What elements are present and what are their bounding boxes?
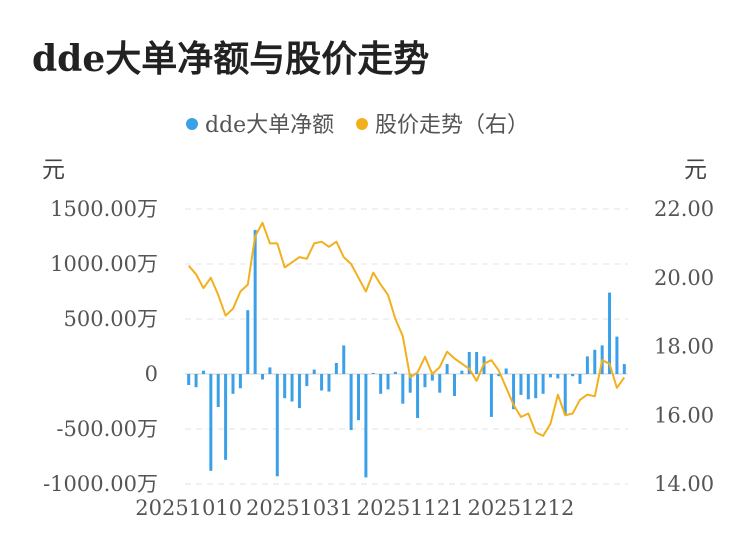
bar[interactable] xyxy=(268,367,272,374)
right-tick-label: 20.00 xyxy=(654,266,714,290)
bar[interactable] xyxy=(438,374,442,393)
bar[interactable] xyxy=(209,374,213,471)
bar[interactable] xyxy=(467,352,471,374)
bar[interactable] xyxy=(349,374,353,431)
legend-label-price: 股价走势（右） xyxy=(375,113,529,138)
bar[interactable] xyxy=(357,374,361,421)
bar[interactable] xyxy=(305,374,309,387)
bar[interactable] xyxy=(475,352,479,374)
bar[interactable] xyxy=(615,336,619,374)
bar[interactable] xyxy=(224,374,228,460)
bar[interactable] xyxy=(497,374,501,377)
right-tick-label: 14.00 xyxy=(654,472,714,496)
bar[interactable] xyxy=(423,374,427,388)
line-series xyxy=(187,221,626,437)
bar[interactable] xyxy=(238,374,242,389)
bar[interactable] xyxy=(416,374,420,418)
bar[interactable] xyxy=(275,374,279,477)
bar[interactable] xyxy=(253,229,257,374)
right-axis-unit: 元 xyxy=(684,157,707,183)
bar[interactable] xyxy=(548,374,552,378)
bar[interactable] xyxy=(216,374,220,407)
x-tick-label: 20251010 xyxy=(135,496,242,520)
bar[interactable] xyxy=(283,374,287,399)
x-tick-label: 20251121 xyxy=(357,496,464,520)
left-axis-ticks: -1000.00万 -500.00万 0 500.00万 1000.00万 1500.00… xyxy=(43,197,158,496)
bar[interactable] xyxy=(246,310,250,374)
bar[interactable] xyxy=(593,349,597,374)
bar[interactable] xyxy=(563,374,567,415)
left-axis-unit: 元 xyxy=(42,157,65,183)
bar[interactable] xyxy=(386,374,390,390)
bar[interactable] xyxy=(460,370,464,374)
left-tick-label: 1000.00万 xyxy=(50,252,158,276)
bar[interactable] xyxy=(526,374,530,400)
bar[interactable] xyxy=(327,374,331,392)
legend-marker-price xyxy=(356,118,368,130)
left-tick-label: 500.00万 xyxy=(64,307,158,331)
bar[interactable] xyxy=(364,374,368,478)
left-tick-label: 0 xyxy=(145,362,158,386)
bar[interactable] xyxy=(608,292,612,374)
bar[interactable] xyxy=(401,374,405,404)
left-tick-label: -500.00万 xyxy=(56,417,158,441)
bar[interactable] xyxy=(571,374,575,377)
bar[interactable] xyxy=(622,364,626,374)
bar[interactable] xyxy=(312,369,316,374)
bar[interactable] xyxy=(445,364,449,374)
bar[interactable] xyxy=(320,374,324,391)
legend: dde大单净额 股价走势（右） xyxy=(186,113,529,138)
bar[interactable] xyxy=(556,374,560,379)
right-tick-label: 18.00 xyxy=(654,335,714,359)
bar[interactable] xyxy=(541,374,545,394)
right-axis-ticks: 14.00 16.00 18.00 20.00 22.00 xyxy=(654,197,714,496)
price-line[interactable] xyxy=(187,221,626,437)
bar[interactable] xyxy=(519,374,523,395)
x-tick-label: 20251212 xyxy=(467,496,574,520)
bar[interactable] xyxy=(379,374,383,394)
legend-label-dde: dde大单净额 xyxy=(205,113,334,138)
x-tick-label: 20251031 xyxy=(246,496,353,520)
page-title: dde大单净额与股价走势 xyxy=(32,38,430,80)
bar[interactable] xyxy=(452,374,456,396)
bar[interactable] xyxy=(489,374,493,417)
right-tick-label: 16.00 xyxy=(654,403,714,427)
bar[interactable] xyxy=(187,374,191,385)
legend-item-dde[interactable]: dde大单净额 xyxy=(186,113,334,138)
bar[interactable] xyxy=(342,345,346,374)
bar[interactable] xyxy=(504,368,508,375)
right-tick-label: 22.00 xyxy=(654,197,714,221)
bar[interactable] xyxy=(261,374,265,380)
bar[interactable] xyxy=(578,374,582,384)
bar[interactable] xyxy=(231,374,235,394)
bar[interactable] xyxy=(194,374,198,388)
bar[interactable] xyxy=(512,374,516,410)
bar[interactable] xyxy=(297,374,301,409)
left-tick-label: -1000.00万 xyxy=(43,472,158,496)
x-axis-ticks: 20251010 20251031 20251121 20251212 xyxy=(135,496,574,520)
bar[interactable] xyxy=(430,374,434,381)
bar[interactable] xyxy=(290,374,294,402)
bar[interactable] xyxy=(334,363,338,374)
bar[interactable] xyxy=(585,356,589,374)
left-tick-label: 1500.00万 xyxy=(50,197,158,221)
bar[interactable] xyxy=(393,371,397,374)
grid-lines xyxy=(185,208,628,485)
legend-item-price[interactable]: 股价走势（右） xyxy=(356,113,529,138)
bar[interactable] xyxy=(201,370,205,374)
bar[interactable] xyxy=(408,374,412,393)
bar[interactable] xyxy=(534,374,538,399)
bar[interactable] xyxy=(371,372,375,374)
legend-marker-dde xyxy=(186,118,198,130)
